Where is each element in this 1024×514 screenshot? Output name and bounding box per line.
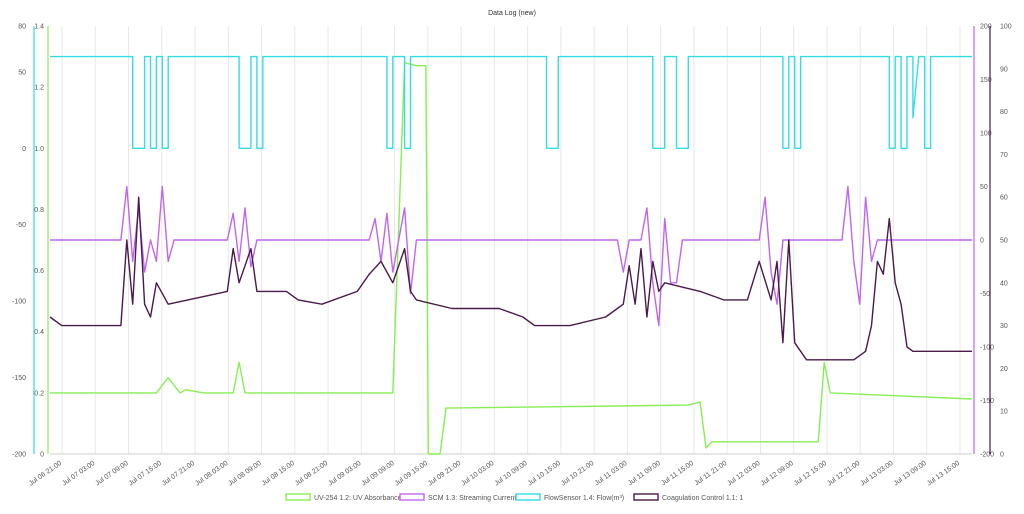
left_inner-tick-label: 1.4 [34, 24, 44, 31]
right_outer-tick-label: 30 [1000, 323, 1008, 330]
right_inner-tick-label: 100 [980, 131, 992, 138]
right_outer-tick-label: 80 [1000, 109, 1008, 116]
x-tick-label: Jul 10 15:00 [527, 460, 562, 488]
chart-title: Data Log (new) [488, 10, 536, 17]
x-tick-label: Jul 13 09:00 [893, 460, 928, 488]
right_inner-tick-label: 150 [980, 77, 992, 84]
right_outer-tick-label: 100 [1000, 24, 1012, 31]
x-tick-label: Jul 12 09:00 [760, 460, 795, 488]
x-tick-label: Jul 09 15:00 [394, 460, 429, 488]
right_outer-tick-label: 90 [1000, 66, 1008, 73]
left_inner-tick-label: 0.2 [34, 390, 44, 397]
right_outer-tick-label: 20 [1000, 366, 1008, 373]
right_outer-tick-label: 50 [1000, 238, 1008, 245]
left_outer-tick-label: 50 [18, 69, 26, 76]
left_outer-tick-label: 80 [18, 24, 26, 31]
legend-swatch [399, 493, 425, 501]
x-tick-label: Jul 09 03:00 [327, 460, 362, 488]
series-line-3 [49, 196, 972, 361]
right_inner-tick-label: -100 [980, 345, 994, 352]
left_inner-tick-label: 0.8 [34, 207, 44, 214]
right_inner-tick-label: 200 [980, 24, 992, 31]
right_outer-tick-label: 10 [1000, 409, 1008, 416]
right_inner-tick-label: -50 [980, 291, 990, 298]
x-tick-label: Jul 10 21:00 [560, 460, 595, 488]
right_inner-tick-label: -200 [980, 452, 994, 459]
left_inner-tick-label: 1.2 [34, 85, 44, 92]
x-tick-label: Jul 11 03:00 [594, 460, 629, 487]
x-tick-label: Jul 07 21:00 [161, 460, 196, 488]
x-tick-label: Jul 07 15:00 [128, 460, 163, 488]
x-tick-label: Jul 11 15:00 [660, 460, 695, 487]
x-tick-label: Jul 12 21:00 [826, 460, 861, 488]
series-layer [49, 55, 973, 455]
left_outer-tick-label: -100 [12, 299, 26, 306]
x-tick-label: Jul 09 21:00 [427, 460, 462, 488]
series-line-0 [50, 62, 973, 455]
left_outer-tick-label: -50 [16, 222, 26, 229]
legend-label: Coagulation Control 1.1: 1 [662, 495, 743, 502]
x-tick-label: Jul 12 03:00 [726, 460, 761, 488]
left_inner-tick-label: 0 [40, 452, 44, 459]
x-tick-label: Jul 08 21:00 [294, 460, 329, 488]
legend-swatch [515, 493, 541, 501]
series-line-2 [50, 55, 972, 150]
right_outer-tick-label: 60 [1000, 195, 1008, 202]
x-tick-label: Jul 11 21:00 [693, 460, 728, 487]
x-tick-label: Jul 06 21:00 [28, 460, 63, 488]
legend: UV-254 1.2: UV Absorbance SCM 1.3: Stream… [285, 493, 743, 502]
right_inner-tick-label: 0 [980, 238, 984, 245]
right_outer-tick-label: 70 [1000, 152, 1008, 159]
x-tick-label: Jul 10 03:00 [460, 460, 495, 488]
legend-label: SCM 1.3: Streaming Current [428, 495, 516, 502]
x-tick-label: Jul 07 09:00 [94, 460, 129, 488]
right_outer-tick-label: 0 [1000, 452, 1004, 459]
x-tick-label: Jul 08 15:00 [261, 460, 296, 488]
x-tick-label: Jul 10 09:00 [494, 460, 529, 488]
left_inner-tick-label: 0.6 [34, 268, 44, 275]
x-tick-label: Jul 07 03:00 [61, 460, 96, 488]
x-tick-label: Jul 09 09:00 [360, 460, 395, 488]
legend-label: FlowSensor 1.4: Flow(m³) [544, 495, 624, 502]
x-tick-label: Jul 08 09:00 [227, 460, 262, 488]
x-tick-label: Jul 12 15:00 [793, 460, 828, 488]
x-tick-label: Jul 08 03:00 [194, 460, 229, 488]
left_outer-tick-label: -200 [12, 452, 26, 459]
x-tick-label: Jul 13 03:00 [859, 460, 894, 488]
series-line-1 [50, 185, 972, 327]
legend-swatch [633, 493, 659, 501]
left_inner-tick-label: 0.4 [34, 329, 44, 336]
right_outer-tick-label: 40 [1000, 280, 1008, 287]
left_outer-tick-label: 0 [22, 146, 26, 153]
right_inner-tick-label: -150 [980, 398, 994, 405]
left_inner-tick-label: 1.0 [34, 146, 44, 153]
x-tick-label: Jul 11 09:00 [627, 460, 662, 487]
right_inner-tick-label: 50 [980, 184, 988, 191]
x-tick-label: Jul 13 15:00 [926, 460, 961, 488]
legend-label: UV-254 1.2: UV Absorbance [314, 495, 402, 502]
left_outer-tick-label: -150 [12, 375, 26, 382]
legend-swatch [285, 493, 311, 501]
